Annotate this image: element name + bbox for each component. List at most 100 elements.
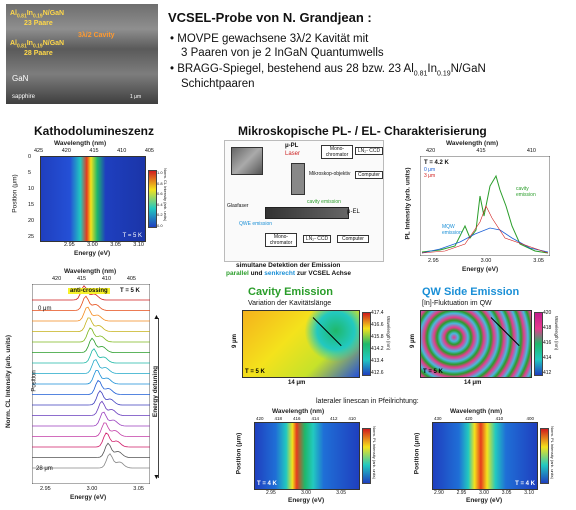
waterfall-trace: [32, 306, 150, 322]
waterfall-pos-end: 28 μm: [36, 466, 53, 472]
pl-x-label: Energy (eV): [462, 266, 499, 273]
ls2-cb-label: Norm. PL Intensity (arb. units): [550, 426, 555, 479]
pl-temp: T = 4.2 K: [424, 160, 449, 166]
setup-qwe: QWE emission: [239, 221, 273, 227]
cavity-map-size-x: 14 μm: [288, 380, 306, 386]
pl-y-label: PL Intensity (arb. units): [404, 167, 412, 240]
cl-map-top-ticks: 425 420 415 410 405: [34, 148, 154, 154]
ls2-top-label: Wavelength (nm): [450, 408, 503, 415]
bullet-2-cont: Schichtpaaren: [181, 78, 255, 90]
cl-map-x-label: Energy (eV): [74, 250, 111, 257]
setup-computer: Computer: [355, 171, 383, 179]
ls1-colorbar: [362, 428, 371, 484]
qw-map-colorbar: [534, 312, 543, 376]
qw-map-size-x: 14 μm: [464, 380, 482, 386]
qw-map-heatmap: T = 5 K: [420, 310, 532, 378]
pl-cavity-label: cavity emission: [516, 186, 536, 198]
sem-label-gan: GaN: [12, 74, 29, 83]
ls1-y-label: Position (μm): [235, 432, 243, 475]
waterfall-trace: [32, 390, 150, 406]
qw-side-emission-map: QW Side Emission [In]-Fluktuation im QW …: [406, 286, 566, 396]
qw-map-title: QW Side Emission: [422, 286, 520, 298]
waterfall-trace: [32, 379, 150, 395]
waterfall-trace: [32, 317, 150, 332]
cl-position-map: Wavelength (nm) 425 420 415 410 405 T = 5 K …: [11, 140, 168, 260]
sem-label-bottom-dbr: Al0.81In0.19N/GaN 28 Paare: [10, 40, 65, 58]
setup-mu-el: μ-EL: [347, 209, 360, 215]
ls1-cb-label: Norm. PL Intensity (arb. units): [372, 426, 377, 479]
ls2-top-ticks: 430 420 410 400: [434, 416, 534, 421]
cl-map-top-label: Wavelength (nm): [54, 140, 107, 147]
pl-top-ticks: 420 415 410: [426, 148, 536, 154]
setup-computer-2: Computer: [337, 235, 369, 243]
waterfall-trace: [32, 327, 150, 343]
setup-objective-icon: [291, 163, 305, 195]
ls1-top-ticks: 420 418 416 414 412 410: [256, 416, 356, 421]
cl-map-x-ticks: 2.95 3.00 3.05 3.10: [64, 242, 144, 248]
pl-spectrum-plot: Wavelength (nm) 420 415 410 T = 4.2 K 0 μm…: [400, 140, 560, 280]
ls1-heatmap: T = 4 K: [254, 422, 360, 490]
waterfall-x-label: Energy (eV): [70, 494, 107, 501]
anti-crossing-label: anti-crossing: [68, 288, 110, 294]
pl-x-ticks: 2.95 3.00 3.05: [428, 258, 544, 264]
cavity-map-temp: T = 5 K: [245, 369, 265, 375]
heading-micro-pl-el: Mikroskopische PL- / EL- Charakterisieru…: [238, 124, 487, 138]
ls1-x-ticks: 2.95 3.00 3.05: [266, 490, 346, 496]
cl-map-y-ticks: 0 5 10 15 20 25: [28, 154, 35, 240]
ls2-x-ticks: 2.90 2.95 3.00 3.05 3.10: [434, 490, 534, 496]
sem-label-cavity: 3λ/2 Cavity: [78, 32, 115, 39]
cavity-map-colorbar: [362, 312, 371, 376]
cavity-emission-map: Cavity Emission Variation der Kavitätslä…: [228, 286, 391, 396]
ls1-top-label: Wavelength (nm): [272, 408, 325, 415]
cavity-map-cb-label: Wavelength (nm): [386, 316, 391, 351]
pl-legend-1: 0 μm: [424, 167, 436, 173]
cavity-map-title: Cavity Emission: [248, 286, 333, 298]
waterfall-trace: [32, 369, 150, 385]
waterfall-trace: [32, 295, 150, 311]
cl-map-y-label: Position (μm): [11, 174, 19, 213]
waterfall-pos-start: 0 μm: [38, 306, 52, 312]
cavity-map-size-y: 9 μm: [232, 333, 239, 349]
qw-map-cb-ticks: 420 418 416 414 412: [543, 310, 552, 376]
bullet-2: • BRAGG-Spiegel, bestehend aus 28 bzw. 2…: [170, 63, 486, 78]
linescan-caption: lateraler linescan in Pfeilrichtung:: [316, 398, 419, 405]
cl-map-temp: T = 5 K: [122, 233, 142, 239]
waterfall-x-ticks: 2.95 3.00 3.05: [40, 486, 144, 492]
sem-scale-bar: 1 μm: [130, 94, 142, 100]
waterfall-trace: [32, 337, 150, 353]
detuning-arrow-down-icon: ▼: [153, 474, 160, 481]
setup-sample: [265, 207, 349, 219]
pl-plot-area: [420, 156, 550, 256]
setup-laser: Laser: [285, 151, 301, 157]
qw-map-cb-label: Wavelength (nm): [554, 316, 559, 351]
waterfall-trace: [32, 400, 150, 416]
waterfall-y-label: Norm. CL Intensity (arb. units): [5, 334, 13, 429]
linescan-cavity: Wavelength (nm) 420 418 416 414 412 410 T = 4…: [232, 408, 382, 508]
waterfall-trace: [32, 432, 150, 448]
waterfall-position-label: Position: [31, 370, 38, 392]
cavity-map-heatmap: T = 5 K: [242, 310, 360, 378]
ls2-heatmap: T = 4 K: [432, 422, 538, 490]
sem-label-top-dbr: Al0.81In0.19N/GaN 23 Paare: [10, 10, 65, 28]
setup-inset-image: [231, 147, 263, 175]
bullet-1: • MOVPE gewachsene 3λ/2 Kavität mit: [170, 33, 369, 45]
setup-mu-pl: μ-PL: [285, 143, 299, 149]
pl-qw-label: MQW emission: [442, 224, 462, 236]
heading-cathodoluminescence: Kathodolumineszenz: [34, 124, 155, 138]
waterfall-plot-area: [32, 284, 150, 484]
waterfall-trace: [32, 359, 150, 374]
pl-legend-2: 3 μm: [424, 173, 436, 179]
detuning-label: Energy detuning: [152, 365, 160, 418]
qw-map-size-y: 9 μm: [410, 333, 417, 349]
setup-monochromator: Mono-chromator: [321, 145, 353, 159]
setup-objective: Mikroskop-objektiv: [309, 171, 351, 177]
waterfall-top-label: Wavelength (nm): [64, 268, 117, 275]
cl-map-colorbar: [148, 170, 157, 228]
detuning-arrow-up-icon: ▲: [153, 314, 160, 321]
setup-ccd-2: LN₂- CCD: [303, 235, 331, 243]
setup-caption-2: parallel und senkrecht zur VCSEL Achse: [226, 270, 352, 277]
cavity-map-cb-ticks: 417.4 416.6 415.8 414.2 413.4 412.6: [371, 310, 384, 376]
waterfall-trace: [32, 422, 150, 437]
setup-ccd: LN₂- CCD: [355, 147, 383, 155]
cavity-map-subtitle: Variation der Kavitätslänge: [248, 300, 332, 307]
